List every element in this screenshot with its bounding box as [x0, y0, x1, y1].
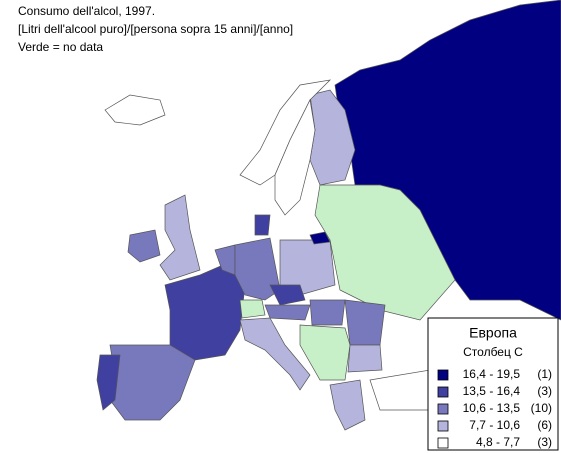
germany — [234, 237, 281, 301]
legend-count: (1) — [537, 367, 552, 381]
legend-box — [427, 317, 559, 451]
legend-title: Европа — [469, 325, 517, 341]
italy — [239, 317, 311, 391]
legend-swatch — [437, 403, 449, 415]
note: Verde = no data — [18, 40, 103, 54]
turkey — [369, 369, 431, 411]
legend-range: 10,6 - 13,5 — [463, 401, 521, 415]
legend-count: (6) — [537, 418, 552, 432]
portugal — [96, 354, 121, 411]
romania — [344, 299, 386, 346]
legend-count: (10) — [531, 401, 552, 415]
hungary — [309, 299, 346, 326]
spain — [109, 344, 196, 421]
legend-count: (3) — [537, 384, 552, 398]
legend-swatch — [437, 369, 449, 381]
legend-range: 4,8 - 7,7 — [476, 435, 520, 449]
legend-swatch — [437, 386, 449, 398]
legend-count: (3) — [537, 435, 552, 449]
ireland — [127, 229, 161, 263]
czech — [269, 284, 306, 306]
legend-swatch — [437, 437, 449, 449]
denmark — [254, 214, 271, 236]
austria — [264, 304, 311, 321]
title: Consumo dell'alcol, 1997. — [18, 4, 155, 18]
uk — [159, 194, 201, 281]
sweden — [274, 98, 316, 216]
legend-subtitle: Столбец C — [463, 345, 523, 359]
lithuania — [309, 231, 331, 245]
norway — [239, 79, 332, 186]
map — [96, 0, 561, 431]
legend: Европа Столбец C 16,4 - 19,5 (1) 13,5 - 16… — [427, 317, 559, 451]
bulgaria — [347, 344, 383, 373]
greece — [329, 379, 366, 431]
subtitle: [Litri dell'alcool puro]/[persona sopra … — [18, 22, 293, 36]
legend-range: 13,5 - 16,4 — [463, 384, 521, 398]
legend-range: 16,4 - 19,5 — [463, 367, 521, 381]
switzerland — [239, 299, 266, 319]
iceland — [104, 94, 166, 126]
france — [164, 261, 246, 361]
balkans — [299, 324, 351, 381]
legend-swatch — [437, 420, 449, 432]
legend-range: 7,7 - 10,6 — [469, 418, 520, 432]
